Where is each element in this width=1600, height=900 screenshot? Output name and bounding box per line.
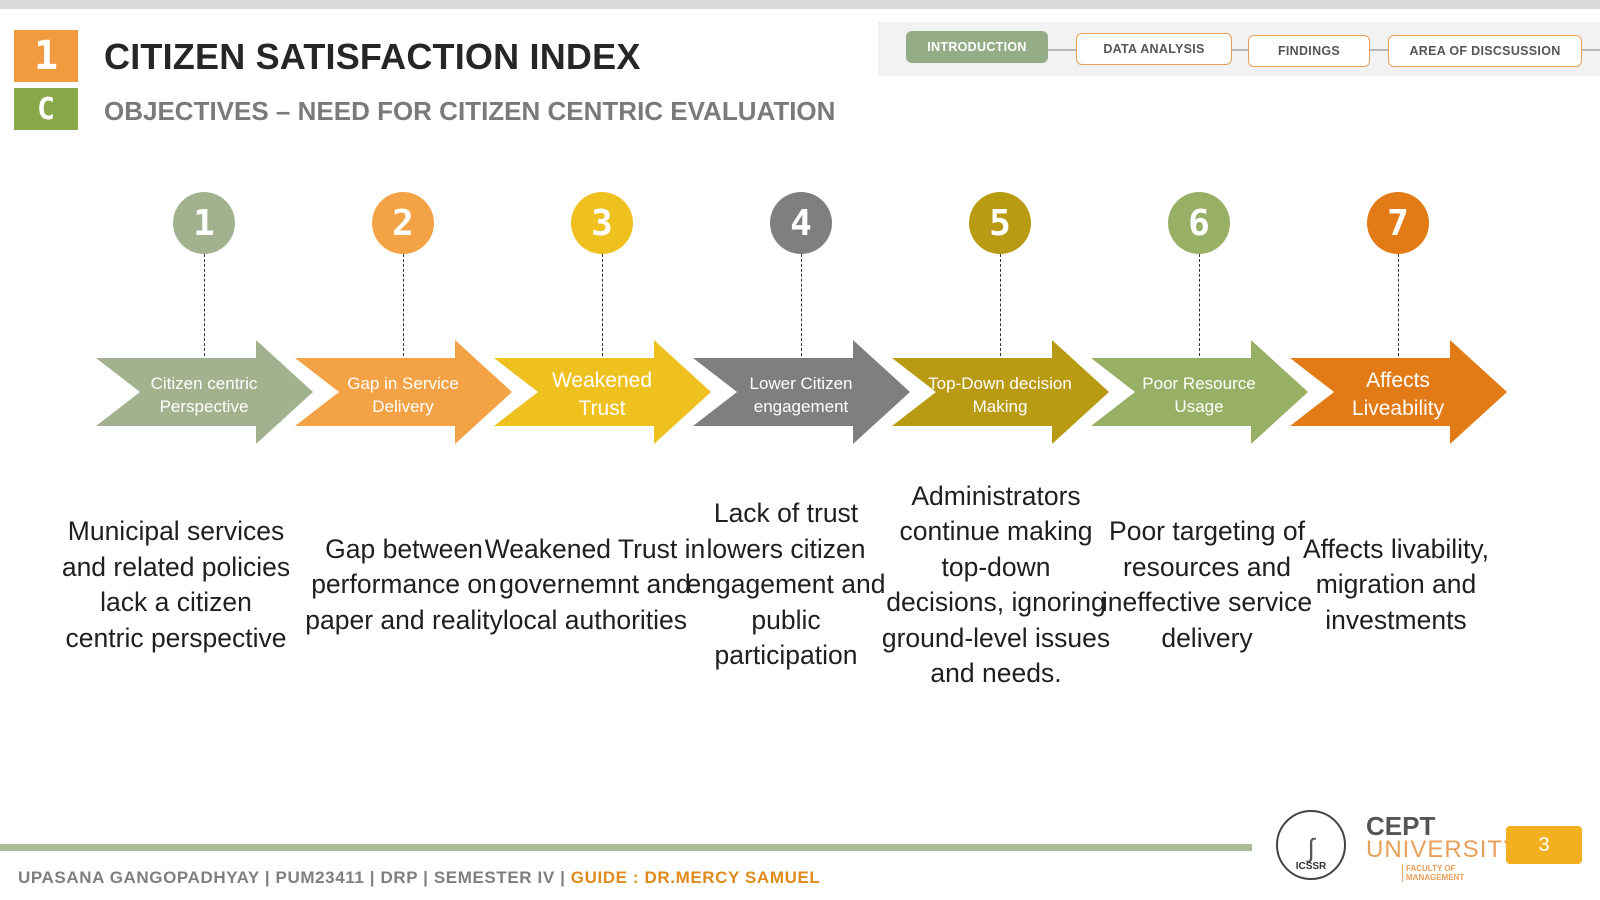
step-4-connector [801,254,802,356]
step-3-description: Weakened Trust in governemnt and local a… [484,533,706,635]
step-7-description: Affects livability, migration and invest… [1302,533,1490,635]
step-7-connector [1398,254,1399,356]
step-3-label: Weakened Trust [551,369,653,420]
step-7-label: Affects Liveability [1351,369,1445,420]
process-arrows [96,340,1507,444]
page-number: 3 [1506,826,1582,864]
step-7-number: 7 [1367,192,1429,254]
footer-divider [0,844,1252,851]
step-4-description: Lack of trust lowers citizen engagement … [686,498,886,671]
icssr-logo-text: ICSSR [1295,861,1327,872]
nav-connector [1048,49,1076,51]
step-1-description: Municipal services and related policies … [61,516,291,653]
step-6-connector [1199,254,1200,356]
step-2-label: Gap in Service Delivery [347,374,459,416]
step-2-connector [403,254,404,356]
step-3-connector [602,254,603,356]
step-5-connector [1000,254,1001,356]
step-7-arrow [1290,340,1507,444]
step-6-arrow [1091,340,1308,444]
step-4-number: 4 [770,192,832,254]
step-2-number: 2 [372,192,434,254]
footer-credits: UPASANA GANGOPADHYAY | PUM23411 | DRP | … [18,868,820,888]
step-1-arrow [96,340,313,444]
icssr-logo: ∫ ICSSR [1276,810,1346,880]
footer-guide: GUIDE : DR.MERCY SAMUEL [570,868,821,887]
nav-connector [1582,49,1600,51]
step-1-connector [204,254,205,356]
top-border [0,0,1600,9]
tab-data-analysis[interactable]: DATA ANALYSIS [1076,33,1232,65]
footer-author: UPASANA GANGOPADHYAY | PUM23411 | DRP | … [18,868,571,887]
tab-findings[interactable]: FINDINGS [1248,35,1370,67]
tab-area-of-discussion[interactable]: AREA OF DISCSUSSION [1388,35,1582,67]
cept-faculty: FACULTY OF MANAGEMENT [1402,864,1506,882]
page-subtitle: OBJECTIVES – NEED FOR CITIZEN CENTRIC EV… [104,96,836,126]
cept-logo-top: CEPT [1366,811,1436,841]
step-5-label: Top-Down decision Making [928,374,1072,416]
cept-logo-bottom: UNIVERSITY [1366,836,1521,863]
step-4-label: Lower Citizen engagement [749,374,853,416]
nav-connector [1370,49,1388,51]
page-title: CITIZEN SATISFACTION INDEX [104,36,641,77]
step-2-arrow [295,340,512,444]
step-3-number: 3 [571,192,633,254]
cept-university-logo: CEPT UNIVERSITY FACULTY OF MANAGEMENT [1366,811,1521,884]
step-6-label: Poor Resource Usage [1142,374,1256,416]
step-5-number: 5 [969,192,1031,254]
step-6-description: Poor targeting of resources and ineffect… [1101,516,1313,653]
step-1-number: 1 [173,192,235,254]
step-5-arrow [892,340,1109,444]
step-2-description: Gap between performance on paper and rea… [305,533,503,635]
step-6-number: 6 [1168,192,1230,254]
step-3-arrow [494,340,711,444]
section-letter-badge: C [14,88,78,130]
nav-connector [1232,49,1248,51]
step-5-description: Administrators continue making top-down … [881,480,1111,689]
section-number-badge: 1 [14,30,78,82]
step-4-arrow [693,340,910,444]
icssr-emblem-icon: ∫ [1307,833,1315,863]
step-1-label: Citizen centric Perspective [150,374,258,416]
tab-introduction[interactable]: INTRODUCTION [906,31,1048,63]
